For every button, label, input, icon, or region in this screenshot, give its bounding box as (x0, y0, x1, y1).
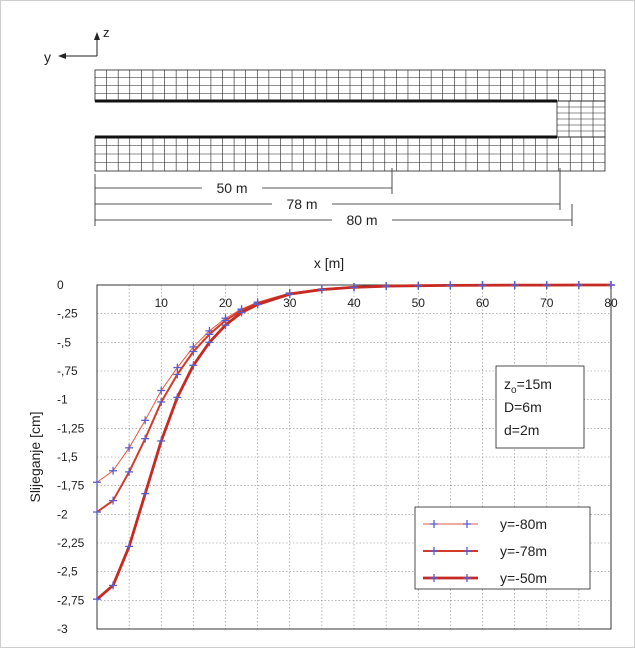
data-point-marker (205, 330, 214, 339)
y-tick-label: -2 (57, 507, 68, 521)
legend-label: y=-78m (500, 543, 547, 559)
data-point-marker (205, 338, 214, 347)
y-tick-label: -2,75 (57, 593, 85, 607)
dimension-label-bg-50 (202, 180, 262, 196)
y-axis-label: y (44, 49, 51, 65)
z-arrowhead-icon (94, 32, 100, 40)
fe-mesh (94, 69, 606, 172)
data-point-marker (157, 436, 166, 445)
y-tick-label: -1,5 (57, 450, 78, 464)
y-tick-label: -,5 (57, 335, 71, 349)
legend-label: y=-80m (500, 516, 547, 532)
legend-item: y=-80m (423, 516, 547, 532)
parameter-zo: zo=15m (504, 376, 552, 396)
data-point-marker (157, 386, 166, 395)
x-tick-label: 30 (283, 296, 297, 310)
dimension-label-bg-80 (332, 212, 392, 228)
dimension-label-78: 78 m (286, 196, 317, 212)
z-axis-label: z (103, 25, 110, 40)
data-point-marker (173, 363, 182, 372)
y-tick-label: -,25 (57, 307, 78, 321)
y-tick-labels: 0 -,25 -,5 -,75 -1 -1,25 -1,5 -1,75 -2 -2,25 -2,5 -… (57, 278, 85, 636)
dimension-label-bg-78 (272, 196, 332, 212)
y-tick-label: -1 (57, 393, 68, 407)
x-tick-label: 80 (604, 296, 618, 310)
legend-item: y=-50m (423, 570, 547, 586)
y-axis-label: Slijeganje [cm] (27, 411, 43, 502)
mesh-block-lower (94, 136, 606, 172)
data-point-marker (173, 393, 182, 402)
series-line (96, 283, 611, 601)
x-tick-label: 40 (347, 296, 361, 310)
data-point-marker (109, 581, 118, 590)
mesh-block-connector (556, 100, 606, 138)
data-point-marker (157, 397, 166, 406)
parameter-box-frame (495, 365, 585, 449)
data-point-marker (237, 308, 246, 317)
data-point-marker (93, 478, 101, 487)
dimension-label-50: 50 m (216, 180, 247, 196)
data-point-marker (125, 443, 134, 452)
data-point-marker (350, 283, 358, 292)
parameter-D: D=6m (504, 399, 542, 415)
data-point-marker (173, 370, 182, 379)
parameter-box: zo=15m D=6m d=2m (495, 365, 585, 449)
data-point-marker (93, 508, 101, 517)
data-point-marker (542, 281, 551, 290)
data-point-marker (221, 321, 230, 330)
y-tick-label: -1,25 (57, 421, 85, 435)
x-tick-labels: 10 20 30 40 50 60 70 80 (155, 296, 618, 310)
y-tick-label: -3 (57, 622, 68, 636)
data-point-marker (141, 434, 150, 443)
y-tick-label: -,75 (57, 364, 78, 378)
data-point-marker (141, 416, 150, 425)
data-point-marker (285, 290, 294, 299)
chart-legend: y=-80m y=-78m y=-50m (414, 506, 591, 590)
legend-label: y=-50m (500, 570, 547, 586)
data-point-marker (414, 281, 423, 290)
data-point-marker (189, 347, 198, 356)
data-point-marker (189, 361, 198, 370)
x-tick-label: 70 (540, 296, 554, 310)
data-point-marker (125, 467, 134, 476)
y-tick-label: -2,25 (57, 536, 85, 550)
data-point-marker (510, 281, 519, 290)
data-point-marker (478, 281, 487, 290)
y-arrowhead-icon (58, 53, 66, 59)
data-point-marker (446, 281, 455, 290)
data-point-marker (253, 300, 262, 309)
plan-view-diagram: y z 50 m 78 m 80 m (44, 25, 606, 228)
legend-frame (414, 506, 591, 590)
y-tick-label: 0 (57, 278, 64, 292)
data-point-marker (382, 282, 391, 291)
y-tick-label: -1,75 (57, 479, 85, 493)
y-tick-label: -2,5 (57, 565, 78, 579)
data-point-marker (607, 281, 615, 289)
data-point-marker (317, 285, 326, 294)
settlement-chart: x [m] Slijeganje [cm] 10 20 30 40 50 60 70 80 0… (27, 255, 618, 636)
data-point-marker (109, 466, 118, 475)
dimension-label-80: 80 m (346, 212, 377, 228)
x-tick-label: 60 (476, 296, 490, 310)
data-point-marker (141, 489, 150, 498)
series-y=-50m (93, 281, 615, 604)
mesh-block-upper (94, 69, 606, 102)
data-point-marker (125, 542, 134, 551)
chart-series (93, 281, 615, 604)
x-axis-label: x [m] (314, 255, 344, 271)
data-point-marker (93, 595, 101, 604)
data-point-marker (109, 496, 118, 505)
data-point-marker (574, 281, 583, 289)
legend-item: y=-78m (423, 543, 547, 559)
x-tick-label: 50 (412, 296, 426, 310)
x-tick-label: 20 (219, 296, 233, 310)
parameter-d: d=2m (504, 422, 539, 438)
x-tick-label: 10 (155, 296, 169, 310)
dimension-lines: 50 m 78 m 80 m (94, 168, 573, 228)
